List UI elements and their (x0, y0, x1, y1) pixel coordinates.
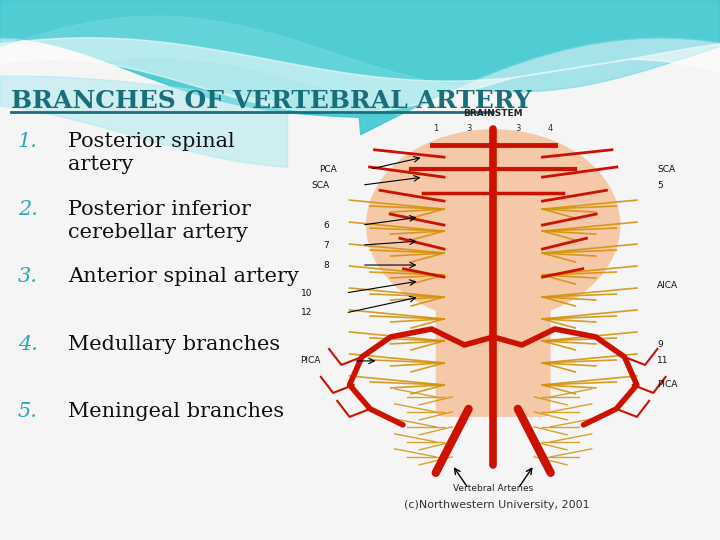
Text: 9: 9 (657, 340, 663, 349)
FancyBboxPatch shape (436, 241, 551, 417)
Text: 12: 12 (301, 308, 312, 318)
Text: 5.: 5. (18, 402, 38, 421)
Text: 5: 5 (657, 180, 663, 190)
Text: Vertebral Arteries: Vertebral Arteries (453, 484, 534, 493)
Ellipse shape (366, 129, 621, 321)
Text: 8: 8 (323, 260, 329, 269)
Text: AICA: AICA (657, 280, 678, 289)
Text: Posterior spinal
artery: Posterior spinal artery (68, 132, 235, 174)
Text: SCA: SCA (311, 180, 329, 190)
Text: 1: 1 (433, 124, 438, 133)
Text: Anterior spinal artery: Anterior spinal artery (68, 267, 300, 286)
Text: 1.: 1. (18, 132, 38, 151)
Text: PICA: PICA (300, 356, 321, 366)
Text: Meningeal branches: Meningeal branches (68, 402, 284, 421)
Text: 3: 3 (466, 124, 472, 133)
Text: 3.: 3. (18, 267, 38, 286)
Text: 4.: 4. (18, 335, 38, 354)
Text: Posterior inferior
cerebellar artery: Posterior inferior cerebellar artery (68, 200, 251, 241)
Text: BRAINSTEM: BRAINSTEM (464, 109, 523, 118)
Text: 3: 3 (515, 124, 521, 133)
Text: 10: 10 (301, 288, 312, 298)
Text: PICA: PICA (657, 380, 678, 389)
Text: Medullary branches: Medullary branches (68, 335, 281, 354)
Text: BRANCHES OF VERTEBRAL ARTERY: BRANCHES OF VERTEBRAL ARTERY (11, 89, 531, 113)
Text: PCA: PCA (320, 165, 337, 174)
Text: 2.: 2. (18, 200, 38, 219)
Text: 4: 4 (548, 124, 553, 133)
Text: SCA: SCA (657, 165, 675, 174)
Text: 6: 6 (323, 220, 329, 230)
Text: 7: 7 (323, 240, 329, 249)
Text: 11: 11 (657, 356, 669, 366)
Text: (c)Northwestern University, 2001: (c)Northwestern University, 2001 (404, 500, 590, 510)
